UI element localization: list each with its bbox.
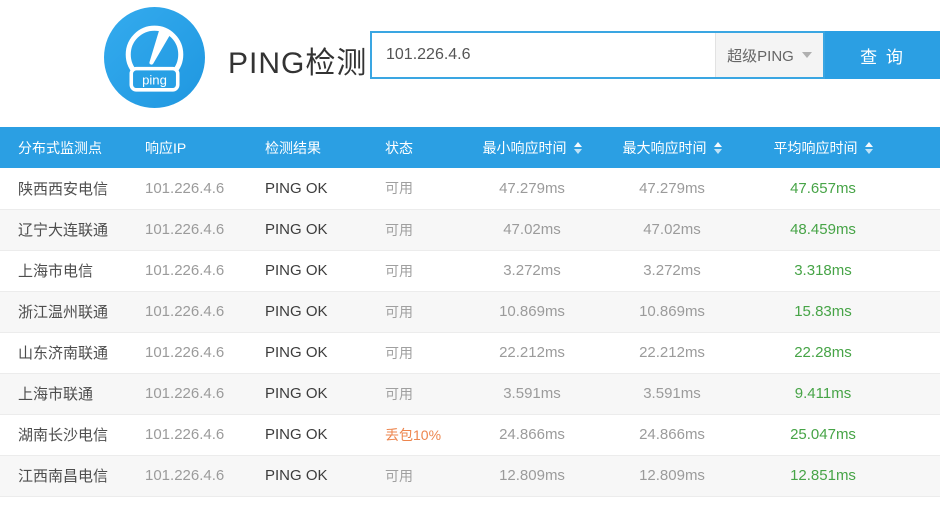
ping-type-label: 超级PING	[727, 47, 794, 65]
cell-min-time: 12.809ms	[462, 455, 602, 497]
ip-input[interactable]	[372, 33, 715, 77]
col-header-status: 状态	[367, 127, 462, 168]
cell-min-time: 22.212ms	[462, 332, 602, 374]
cell-avg-time: 47.657ms	[742, 168, 940, 210]
table-row: 山东济南联通 101.226.4.6 PING OK 可用 22.212ms 2…	[0, 332, 940, 374]
cell-monitor-point: 上海市联通	[0, 373, 127, 415]
cell-result: PING OK	[247, 414, 367, 456]
sort-icon[interactable]	[864, 141, 873, 154]
cell-min-time: 47.02ms	[462, 209, 602, 251]
cell-min-time: 3.591ms	[462, 373, 602, 415]
col-header-min-time[interactable]: 最小响应时间	[462, 127, 602, 168]
cell-min-time: 10.869ms	[462, 291, 602, 333]
cell-response-ip: 101.226.4.6	[127, 455, 247, 497]
table-header: 分布式监测点 响应IP 检测结果 状态 最小响应时间 最大响应时间 平均响应时间	[0, 127, 940, 168]
cell-status: 可用	[367, 291, 462, 333]
ping-gauge-logo: ping	[104, 7, 205, 108]
cell-monitor-point: 江西南昌电信	[0, 455, 127, 497]
cell-result: PING OK	[247, 209, 367, 251]
cell-status: 可用	[367, 250, 462, 292]
cell-result: PING OK	[247, 250, 367, 292]
col-header-response-ip: 响应IP	[127, 127, 247, 168]
cell-status: 可用	[367, 332, 462, 374]
query-button[interactable]: 查 询	[825, 31, 940, 79]
cell-result: PING OK	[247, 291, 367, 333]
table-body: 陕西西安电信 101.226.4.6 PING OK 可用 47.279ms 4…	[0, 168, 940, 497]
table-row: 陕西西安电信 101.226.4.6 PING OK 可用 47.279ms 4…	[0, 168, 940, 210]
cell-result: PING OK	[247, 373, 367, 415]
cell-max-time: 47.02ms	[602, 209, 742, 251]
cell-response-ip: 101.226.4.6	[127, 250, 247, 292]
cell-monitor-point: 浙江温州联通	[0, 291, 127, 333]
logo-label: ping	[142, 72, 167, 87]
cell-min-time: 3.272ms	[462, 250, 602, 292]
ping-results-table: 分布式监测点 响应IP 检测结果 状态 最小响应时间 最大响应时间 平均响应时间…	[0, 127, 940, 497]
sort-icon[interactable]	[713, 141, 722, 154]
cell-monitor-point: 陕西西安电信	[0, 168, 127, 210]
cell-monitor-point: 山东济南联通	[0, 332, 127, 374]
cell-min-time: 24.866ms	[462, 414, 602, 456]
cell-status: 可用	[367, 455, 462, 497]
table-row: 湖南长沙电信 101.226.4.6 PING OK 丢包10% 24.866m…	[0, 414, 940, 456]
col-header-monitor-point: 分布式监测点	[0, 127, 127, 168]
cell-avg-time: 3.318ms	[742, 250, 940, 292]
col-header-avg-time[interactable]: 平均响应时间	[742, 127, 940, 168]
cell-avg-time: 48.459ms	[742, 209, 940, 251]
sort-icon[interactable]	[573, 141, 582, 154]
col-header-result: 检测结果	[247, 127, 367, 168]
logo-label-box	[129, 66, 180, 92]
cell-response-ip: 101.226.4.6	[127, 414, 247, 456]
cell-monitor-point: 湖南长沙电信	[0, 414, 127, 456]
page-title: PING检测	[228, 47, 368, 80]
cell-response-ip: 101.226.4.6	[127, 332, 247, 374]
gauge-needle-icon	[149, 27, 171, 65]
cell-max-time: 24.866ms	[602, 414, 742, 456]
cell-max-time: 3.591ms	[602, 373, 742, 415]
cell-avg-time: 15.83ms	[742, 291, 940, 333]
cell-max-time: 10.869ms	[602, 291, 742, 333]
cell-status: 可用	[367, 209, 462, 251]
cell-result: PING OK	[247, 332, 367, 374]
search-box: 超级PING	[370, 31, 825, 79]
cell-monitor-point: 辽宁大连联通	[0, 209, 127, 251]
cell-max-time: 3.272ms	[602, 250, 742, 292]
caret-down-icon	[801, 52, 812, 58]
cell-response-ip: 101.226.4.6	[127, 209, 247, 251]
cell-max-time: 47.279ms	[602, 168, 742, 210]
cell-response-ip: 101.226.4.6	[127, 168, 247, 210]
table-row: 上海市联通 101.226.4.6 PING OK 可用 3.591ms 3.5…	[0, 373, 940, 415]
cell-response-ip: 101.226.4.6	[127, 291, 247, 333]
table-row: 浙江温州联通 101.226.4.6 PING OK 可用 10.869ms 1…	[0, 291, 940, 333]
cell-min-time: 47.279ms	[462, 168, 602, 210]
cell-max-time: 12.809ms	[602, 455, 742, 497]
cell-result: PING OK	[247, 168, 367, 210]
ping-type-dropdown[interactable]: 超级PING	[715, 33, 823, 77]
cell-avg-time: 25.047ms	[742, 414, 940, 456]
cell-status: 可用	[367, 168, 462, 210]
cell-status: 可用	[367, 373, 462, 415]
cell-max-time: 22.212ms	[602, 332, 742, 374]
cell-avg-time: 22.28ms	[742, 332, 940, 374]
col-header-max-time[interactable]: 最大响应时间	[602, 127, 742, 168]
cell-avg-time: 9.411ms	[742, 373, 940, 415]
cell-response-ip: 101.226.4.6	[127, 373, 247, 415]
table-row: 上海市电信 101.226.4.6 PING OK 可用 3.272ms 3.2…	[0, 250, 940, 292]
cell-result: PING OK	[247, 455, 367, 497]
table-row: 江西南昌电信 101.226.4.6 PING OK 可用 12.809ms 1…	[0, 455, 940, 497]
cell-status: 丢包10%	[367, 414, 462, 456]
table-row: 辽宁大连联通 101.226.4.6 PING OK 可用 47.02ms 47…	[0, 209, 940, 251]
page-header: ping PING检测 超级PING 查 询	[0, 0, 940, 127]
search-group: 超级PING 查 询	[370, 31, 940, 79]
cell-monitor-point: 上海市电信	[0, 250, 127, 292]
cell-avg-time: 12.851ms	[742, 455, 940, 497]
